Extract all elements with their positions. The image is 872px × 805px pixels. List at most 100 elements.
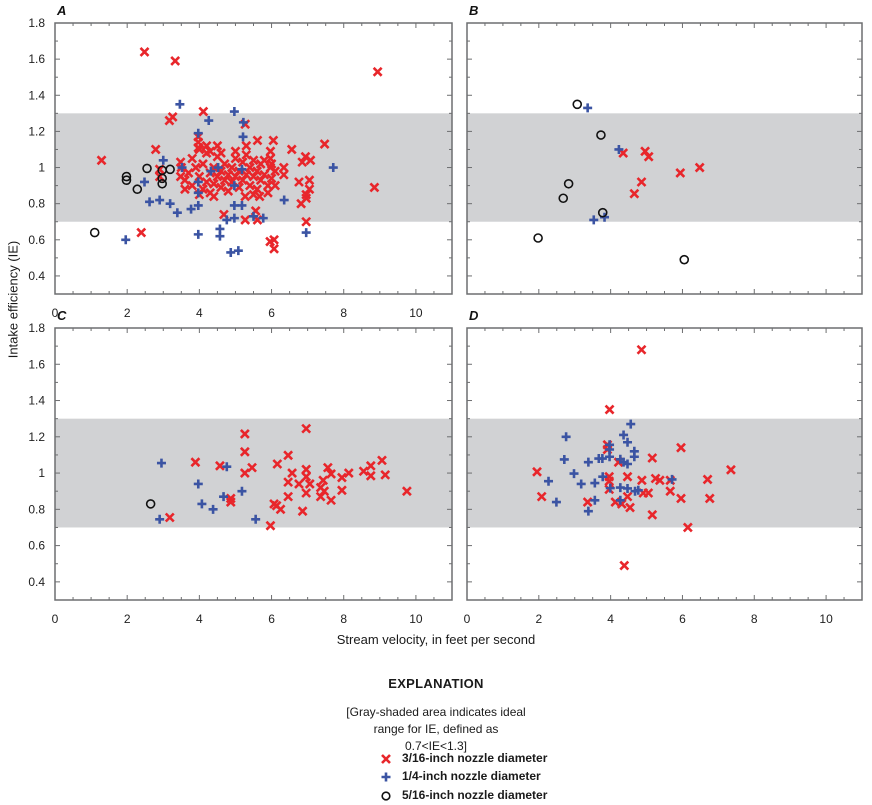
data-point-1-4 (155, 514, 165, 524)
data-point-1-4 (583, 103, 593, 113)
data-point-3-16 (319, 139, 330, 149)
data-point-3-16 (301, 464, 312, 475)
x-tick-label: 8 (340, 612, 347, 626)
data-point-3-16 (283, 450, 294, 461)
data-point-1-4 (206, 166, 216, 176)
data-point-1-4 (177, 163, 187, 173)
data-point-3-16 (301, 423, 312, 434)
x-tick-label: 0 (464, 612, 471, 626)
data-point-1-4 (193, 128, 203, 138)
data-point-3-16 (372, 66, 383, 77)
data-point-3-16 (326, 495, 337, 506)
data-point-3-16 (244, 180, 255, 191)
data-point-3-16 (164, 512, 175, 523)
data-point-3-16 (269, 234, 279, 245)
data-point-3-16 (212, 140, 223, 151)
data-point-1-4 (279, 195, 289, 205)
data-point-3-16 (241, 140, 252, 151)
y-tick-label: 1.6 (28, 357, 45, 371)
data-point-3-16 (180, 184, 190, 195)
data-point-3-16 (318, 475, 329, 486)
data-point-1-4 (301, 228, 311, 238)
x-tick-label: 10 (819, 612, 833, 626)
data-point-3-16 (201, 140, 212, 151)
data-point-3-16 (164, 115, 175, 126)
data-point-3-16 (269, 243, 279, 254)
data-point-3-16 (643, 488, 654, 498)
data-point-3-16 (604, 404, 615, 415)
data-point-3-16 (625, 502, 635, 513)
data-point-3-16 (536, 491, 547, 502)
data-point-5-16 (132, 184, 143, 195)
data-point-1-4 (229, 213, 239, 223)
data-point-1-4 (237, 486, 247, 496)
data-point-1-4 (258, 213, 268, 223)
data-point-3-16 (619, 560, 630, 571)
data-point-3-16 (622, 491, 633, 502)
data-point-1-4 (193, 177, 203, 187)
data-point-3-16 (532, 466, 542, 477)
panel-d: D 0 2 4 6 8 10 (464, 308, 863, 626)
y-tick-label: 1.6 (28, 52, 45, 66)
data-point-3-16 (240, 191, 251, 202)
data-point-1-4 (589, 215, 599, 225)
data-point-1-4 (172, 208, 182, 218)
data-point-1-4 (605, 452, 615, 462)
data-point-1-4 (623, 483, 633, 493)
explanation-note: [Gray-shaded area indicates ideal range … (0, 704, 872, 755)
data-point-1-4 (597, 454, 607, 464)
data-point-5-16 (145, 499, 156, 509)
data-point-3-16 (248, 189, 259, 200)
plot-frame (54, 22, 453, 295)
data-point-3-16 (304, 184, 315, 195)
data-point-3-16 (301, 488, 312, 498)
x-tick-label: 8 (751, 612, 758, 626)
legend-item-3-16: 3/16-inch nozzle diameter (380, 751, 547, 765)
data-point-3-16 (682, 522, 693, 533)
y-tick-label: 0.4 (28, 269, 45, 283)
data-point-1-4 (193, 200, 203, 210)
data-point-3-16 (369, 182, 380, 193)
data-point-3-16 (247, 462, 257, 473)
legend-label: 1/4-inch nozzle diameter (402, 769, 541, 783)
data-point-1-4 (615, 495, 625, 505)
data-point-1-4 (175, 99, 185, 109)
data-point-3-16 (337, 472, 347, 483)
data-point-3-16 (259, 169, 270, 180)
y-tick-label: 1.4 (28, 394, 45, 408)
data-point-3-16 (283, 477, 294, 488)
data-point-1-4 (583, 457, 593, 467)
data-point-3-16 (319, 486, 330, 497)
plus-marker-icon (381, 772, 391, 782)
panel-label: A (56, 3, 66, 18)
data-point-1-4 (156, 458, 166, 468)
circle-marker-icon (381, 791, 391, 801)
data-point-1-4 (186, 204, 196, 214)
explanation-note-text: [Gray-shaded area indicates ideal range … (346, 705, 526, 753)
data-point-3-16 (252, 135, 263, 146)
x-tick-label: 10 (409, 306, 423, 320)
y-tick-label: 0.8 (28, 197, 45, 211)
data-point-1-4 (605, 483, 615, 493)
data-point-3-16 (194, 144, 205, 155)
data-point-3-16 (365, 470, 376, 481)
data-point-1-4 (193, 229, 203, 239)
data-point-5-16 (157, 173, 167, 184)
data-point-3-16 (278, 162, 289, 173)
data-point-3-16 (304, 479, 315, 489)
data-point-5-16 (572, 99, 583, 110)
legend-label: 5/16-inch nozzle diameter (402, 788, 548, 802)
data-point-1-4 (193, 479, 203, 489)
y-tick-label: 1.8 (28, 16, 45, 30)
data-point-1-4 (598, 472, 608, 482)
data-point-5-16 (563, 178, 574, 189)
data-point-5-16 (533, 233, 543, 243)
data-point-3-16 (676, 493, 686, 504)
data-point-1-4 (590, 478, 600, 488)
data-point-3-16 (230, 153, 241, 164)
explanation-title: EXPLANATION (388, 676, 484, 691)
data-point-3-16 (294, 479, 304, 489)
data-point-3-16 (675, 168, 686, 178)
y-axis-label: Intake efficiency (IE) (5, 240, 21, 359)
data-point-3-16 (223, 169, 234, 180)
